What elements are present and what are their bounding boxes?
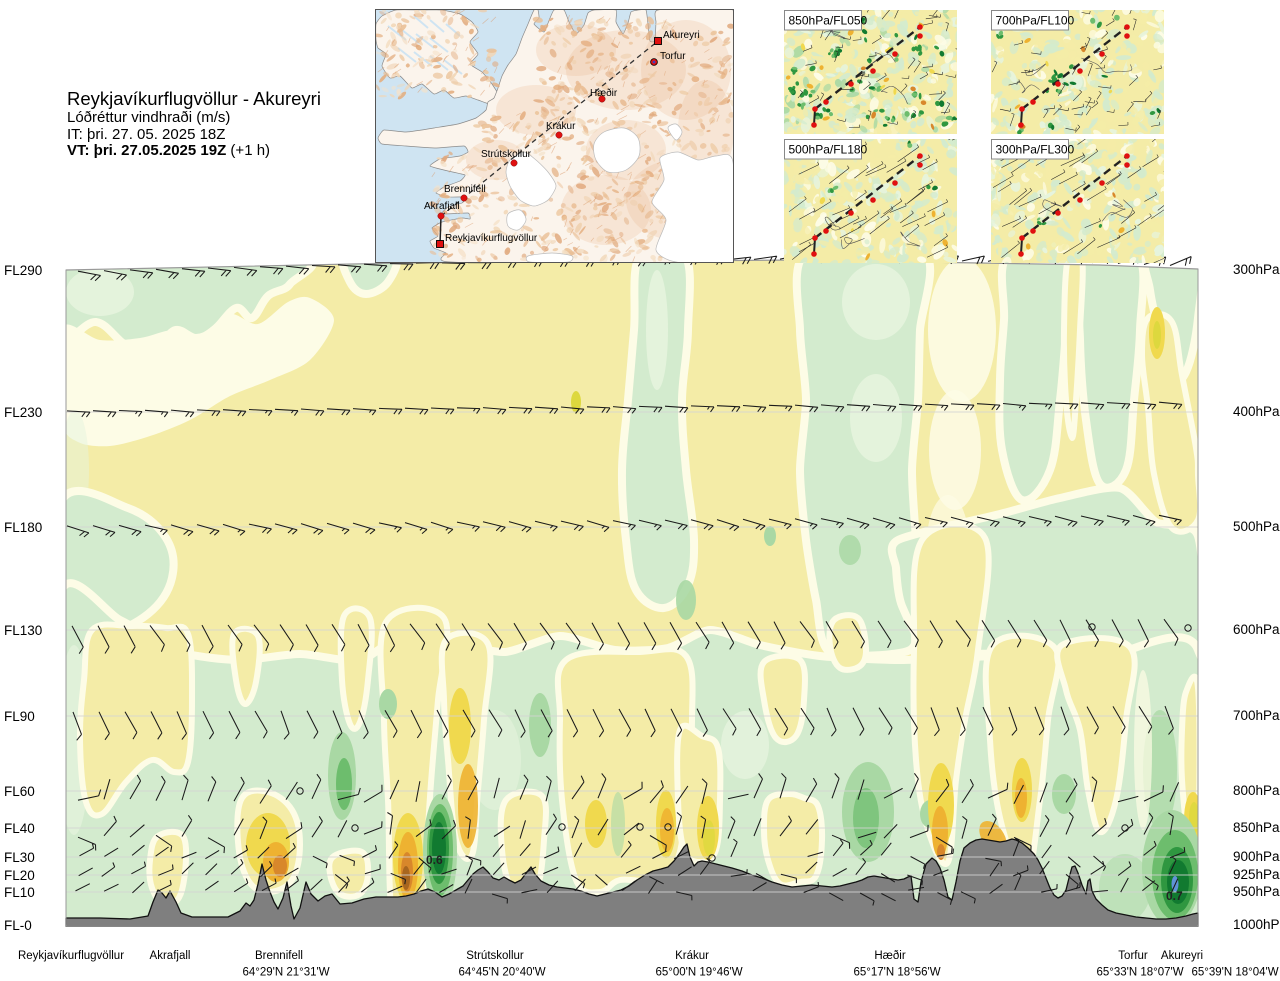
- svg-text:FL290: FL290: [4, 263, 42, 278]
- svg-text:FL130: FL130: [4, 623, 42, 638]
- svg-text:Torfur: Torfur: [1118, 950, 1148, 962]
- svg-text:0.7: 0.7: [1166, 889, 1183, 903]
- svg-text:65°33'N 18°07'W: 65°33'N 18°07'W: [1096, 967, 1183, 979]
- svg-text:Reykjavíkurflugvöllur: Reykjavíkurflugvöllur: [18, 950, 124, 962]
- svg-text:400hPa: 400hPa: [1233, 404, 1280, 419]
- svg-text:Akureyri: Akureyri: [1161, 950, 1203, 962]
- svg-text:Akrafjall: Akrafjall: [150, 950, 191, 962]
- svg-text:Hæðir: Hæðir: [874, 950, 905, 962]
- svg-text:925hPa: 925hPa: [1233, 867, 1280, 882]
- svg-text:Reykjavíkurflugvöllur: Reykjavíkurflugvöllur: [445, 233, 538, 244]
- svg-text:0.6: 0.6: [426, 853, 443, 867]
- svg-text:Strútskollur: Strútskollur: [466, 950, 524, 962]
- svg-text:65°00'N 19°46'W: 65°00'N 19°46'W: [655, 967, 742, 979]
- svg-text:64°29'N 21°31'W: 64°29'N 21°31'W: [242, 967, 329, 979]
- svg-text:FL90: FL90: [4, 709, 35, 724]
- svg-text:300hPa: 300hPa: [1233, 262, 1280, 277]
- svg-text:850hPa/FL050: 850hPa/FL050: [789, 14, 868, 28]
- svg-text:500hPa: 500hPa: [1233, 519, 1280, 534]
- svg-text:Akrafjall: Akrafjall: [424, 201, 460, 212]
- svg-text:FL230: FL230: [4, 405, 42, 420]
- svg-text:Krákur: Krákur: [546, 121, 576, 132]
- svg-text:FL40: FL40: [4, 821, 35, 836]
- svg-text:700hPa/FL100: 700hPa/FL100: [996, 14, 1075, 28]
- svg-text:900hPa: 900hPa: [1233, 849, 1280, 864]
- svg-text:FL60: FL60: [4, 784, 35, 799]
- svg-text:1000hPa: 1000hPa: [1233, 917, 1280, 932]
- svg-text:65°17'N 18°56'W: 65°17'N 18°56'W: [853, 967, 940, 979]
- svg-text:700hPa: 700hPa: [1233, 708, 1280, 723]
- svg-text:Torfur: Torfur: [660, 51, 686, 62]
- svg-text:300hPa/FL300: 300hPa/FL300: [996, 143, 1075, 157]
- svg-text:Brennifell: Brennifell: [444, 184, 486, 195]
- svg-text:Akureyri: Akureyri: [663, 30, 700, 41]
- svg-text:500hPa/FL180: 500hPa/FL180: [789, 143, 868, 157]
- svg-text:FL-0: FL-0: [4, 918, 32, 933]
- svg-text:Brennifell: Brennifell: [255, 950, 303, 962]
- svg-text:FL10: FL10: [4, 885, 35, 900]
- svg-text:Hæðir: Hæðir: [590, 87, 618, 99]
- svg-text:65°39'N 18°04'W: 65°39'N 18°04'W: [1191, 967, 1278, 979]
- svg-text:Strútskollur: Strútskollur: [481, 149, 532, 160]
- svg-text:FL180: FL180: [4, 520, 42, 535]
- svg-text:64°45'N 20°40'W: 64°45'N 20°40'W: [458, 967, 545, 979]
- svg-text:Krákur: Krákur: [675, 950, 709, 962]
- svg-text:950hPa: 950hPa: [1233, 884, 1280, 899]
- svg-text:600hPa: 600hPa: [1233, 622, 1280, 637]
- svg-text:850hPa: 850hPa: [1233, 820, 1280, 835]
- svg-text:800hPa: 800hPa: [1233, 783, 1280, 798]
- svg-text:FL30: FL30: [4, 850, 35, 865]
- svg-text:FL20: FL20: [4, 868, 35, 883]
